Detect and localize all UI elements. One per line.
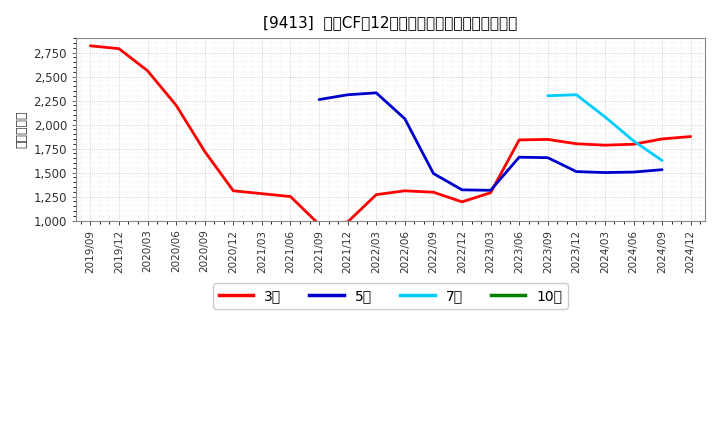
Legend: 3年, 5年, 7年, 10年: 3年, 5年, 7年, 10年 <box>213 283 568 308</box>
Title: [9413]  投資CFの12か月移動合計の標準偏差の推移: [9413] 投資CFの12か月移動合計の標準偏差の推移 <box>264 15 518 30</box>
Y-axis label: （百万円）: （百万円） <box>15 110 28 148</box>
